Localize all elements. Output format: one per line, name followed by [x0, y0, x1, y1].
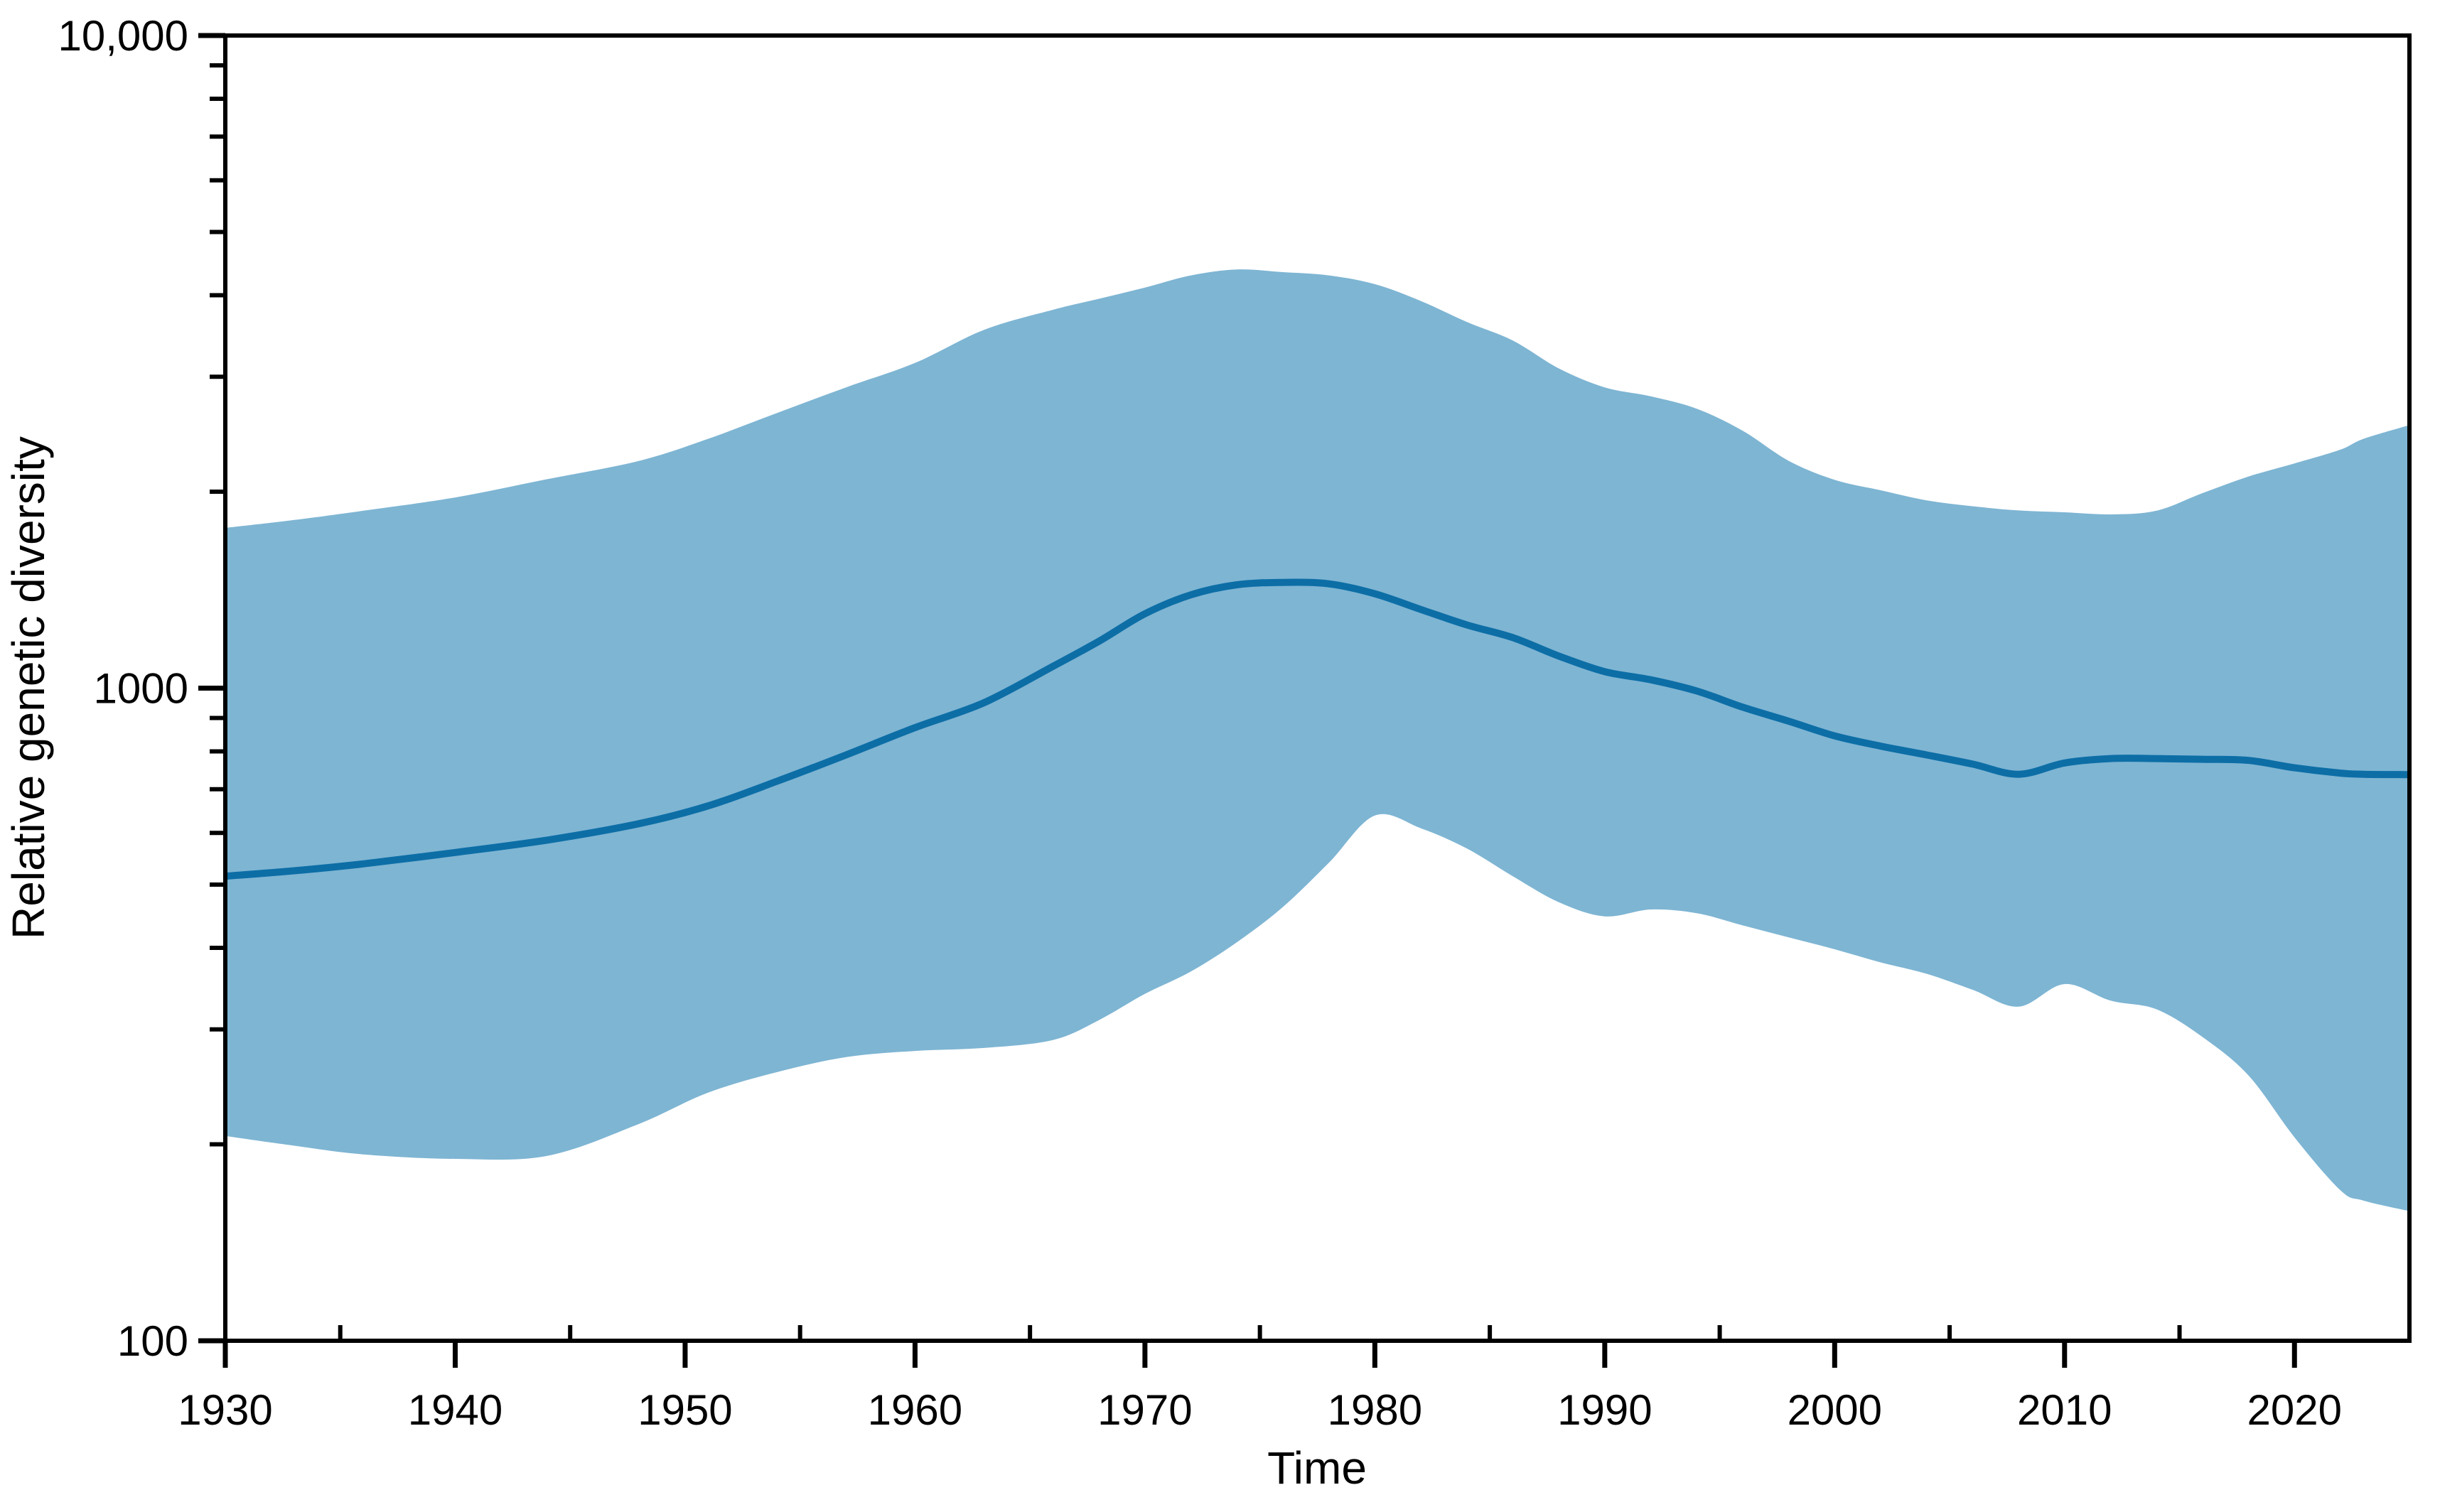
y-tick-label: 1000 [94, 665, 188, 713]
x-tick-label: 1960 [868, 1386, 962, 1434]
confidence-band-area [225, 269, 2409, 1211]
x-tick-label: 1980 [1328, 1386, 1422, 1434]
x-tick-label: 2020 [2247, 1386, 2342, 1434]
y-axis-tick-labels: 100 1000 10,000 [58, 12, 188, 1365]
x-tick-label: 2010 [2017, 1386, 2112, 1434]
confidence-band-path [225, 269, 2409, 1211]
x-tick-label: 1930 [178, 1386, 272, 1434]
x-axis-title: Time [1267, 1442, 1367, 1494]
y-axis-ticks [198, 33, 225, 1344]
median-line [225, 578, 2409, 880]
x-tick-label: 1970 [1097, 1386, 1192, 1434]
x-axis-tick-labels: 1930 1940 1950 1960 1970 1980 1990 2000 2010 2020 [178, 1386, 2342, 1434]
x-axis-ticks [222, 1325, 2412, 1368]
median-line-path [225, 578, 2409, 880]
y-tick-label: 10,000 [58, 12, 188, 60]
x-tick-label: 1990 [1557, 1386, 1652, 1434]
x-tick-label: 1950 [638, 1386, 732, 1434]
y-tick-label: 100 [117, 1317, 188, 1365]
y-axis-title: Relative genetic diversity [3, 436, 54, 939]
x-tick-label: 2000 [1788, 1386, 1882, 1434]
x-tick-label: 1940 [408, 1386, 502, 1434]
